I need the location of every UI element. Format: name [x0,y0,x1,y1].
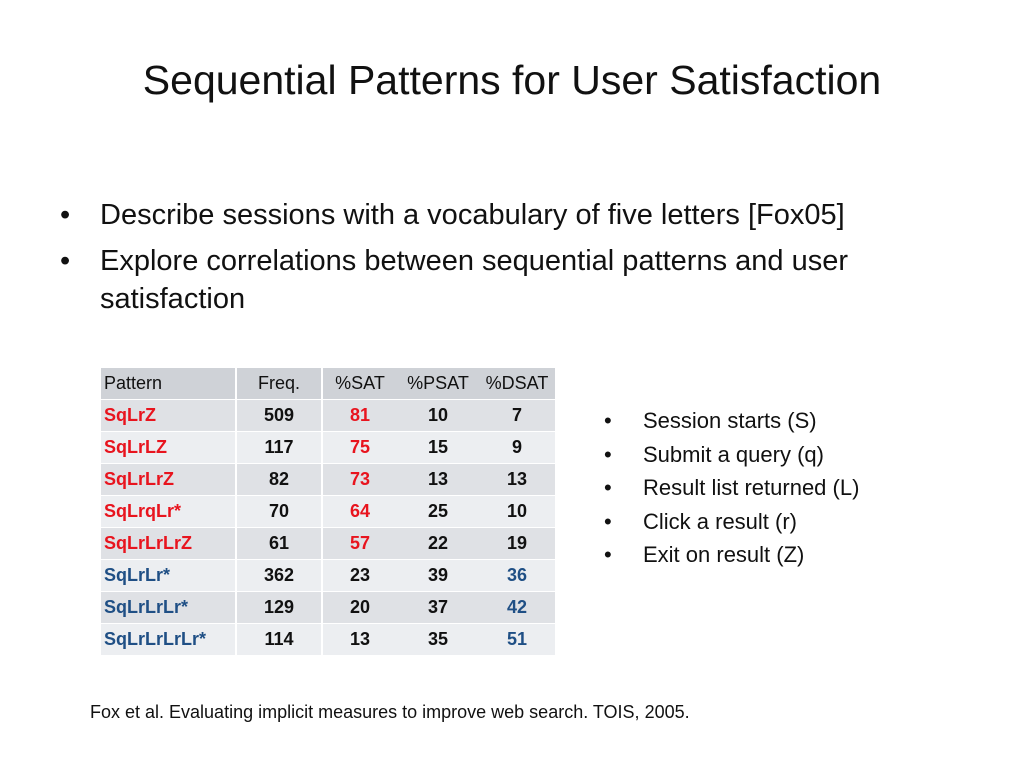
bullet-dot-icon: • [604,441,612,467]
cell-sat: 13 [322,623,397,656]
cell-dsat: 19 [479,527,555,560]
bullet-item: • Describe sessions with a vocabulary of… [60,196,970,234]
table-row: SqLrLrLrLr* 114 13 35 51 [101,623,555,656]
vocabulary-text: Result list returned (L) [643,475,860,500]
cell-dsat: 42 [479,591,555,624]
cell-sat: 23 [322,559,397,592]
cell-pattern: SqLrLZ [101,431,236,464]
cell-psat: 35 [397,623,479,656]
header-psat: %PSAT [397,367,479,400]
pattern-table: Pattern Freq. %SAT %PSAT %DSAT SqLrZ 509 8… [101,367,555,656]
bullet-list: • Describe sessions with a vocabulary of… [60,196,970,326]
cell-psat: 13 [397,463,479,496]
cell-freq: 117 [235,431,323,464]
vocabulary-text: Session starts (S) [643,408,817,433]
table-body: SqLrZ 509 81 10 7 SqLrLZ 117 75 15 9 SqLrLrZ 82 73 13… [101,399,555,656]
header-sat: %SAT [322,367,397,400]
bullet-text: Explore correlations between sequential … [100,245,849,315]
cell-dsat: 7 [479,399,555,432]
cell-dsat: 9 [479,431,555,464]
table-row: SqLrqLr* 70 64 25 10 [101,495,555,528]
cell-pattern: SqLrLrLr* [101,591,236,624]
cell-pattern: SqLrZ [101,399,236,432]
cell-freq: 82 [235,463,323,496]
cell-freq: 129 [235,591,323,624]
slide-title: Sequential Patterns for User Satisfactio… [142,57,882,103]
cell-sat: 20 [322,591,397,624]
cell-freq: 70 [235,495,323,528]
header-freq: Freq. [235,367,323,400]
vocabulary-list: • Session starts (S) • Submit a query (q… [604,404,859,572]
cell-dsat: 13 [479,463,555,496]
cell-psat: 39 [397,559,479,592]
cell-pattern: SqLrqLr* [101,495,236,528]
cell-sat: 73 [322,463,397,496]
bullet-dot-icon: • [604,542,612,567]
header-dsat: %DSAT [479,367,555,400]
table-row: SqLrLr* 362 23 39 36 [101,559,555,592]
bullet-dot-icon: • [604,408,612,433]
vocabulary-item: • Submit a query (q) [604,438,859,472]
cell-psat: 22 [397,527,479,560]
header-pattern: Pattern [101,367,236,400]
table-row: SqLrLrZ 82 73 13 13 [101,463,555,496]
cell-psat: 10 [397,399,479,432]
cell-sat: 64 [322,495,397,528]
cell-sat: 57 [322,527,397,560]
cell-psat: 37 [397,591,479,624]
table-header-row: Pattern Freq. %SAT %PSAT %DSAT [101,367,555,400]
cell-sat: 75 [322,431,397,464]
cell-freq: 114 [235,623,323,656]
bullet-text: Describe sessions with a vocabulary of f… [100,199,845,231]
table-row: SqLrLrLrZ 61 57 22 19 [101,527,555,560]
cell-psat: 25 [397,495,479,528]
table-row: SqLrZ 509 81 10 7 [101,399,555,432]
vocabulary-item: • Click a result (r) [604,505,859,539]
bullet-dot-icon: • [60,199,71,231]
vocabulary-text: Click a result (r) [643,508,798,534]
vocabulary-text: Exit on result (Z) [643,542,805,567]
table-row: SqLrLrLr* 129 20 37 42 [101,591,555,624]
vocabulary-item: • Result list returned (L) [604,471,859,505]
cell-pattern: SqLrLrLrLr* [101,623,236,656]
vocabulary-item: • Exit on result (Z) [604,538,859,572]
citation: Fox et al. Evaluating implicit measures … [90,702,690,722]
bullet-item: • Explore correlations between sequentia… [60,242,970,318]
vocabulary-item: • Session starts (S) [604,404,859,438]
bullet-dot-icon: • [60,245,71,277]
cell-pattern: SqLrLr* [101,559,236,592]
cell-psat: 15 [397,431,479,464]
cell-freq: 362 [235,559,323,592]
cell-sat: 81 [322,399,397,432]
cell-dsat: 36 [479,559,555,592]
cell-dsat: 51 [479,623,555,656]
bullet-dot-icon: • [604,475,612,500]
cell-pattern: SqLrLrZ [101,463,236,496]
cell-freq: 61 [235,527,323,560]
cell-pattern: SqLrLrLrZ [101,527,236,560]
table-row: SqLrLZ 117 75 15 9 [101,431,555,464]
cell-dsat: 10 [479,495,555,528]
vocabulary-text: Submit a query (q) [643,441,824,467]
bullet-dot-icon: • [604,508,612,534]
cell-freq: 509 [235,399,323,432]
